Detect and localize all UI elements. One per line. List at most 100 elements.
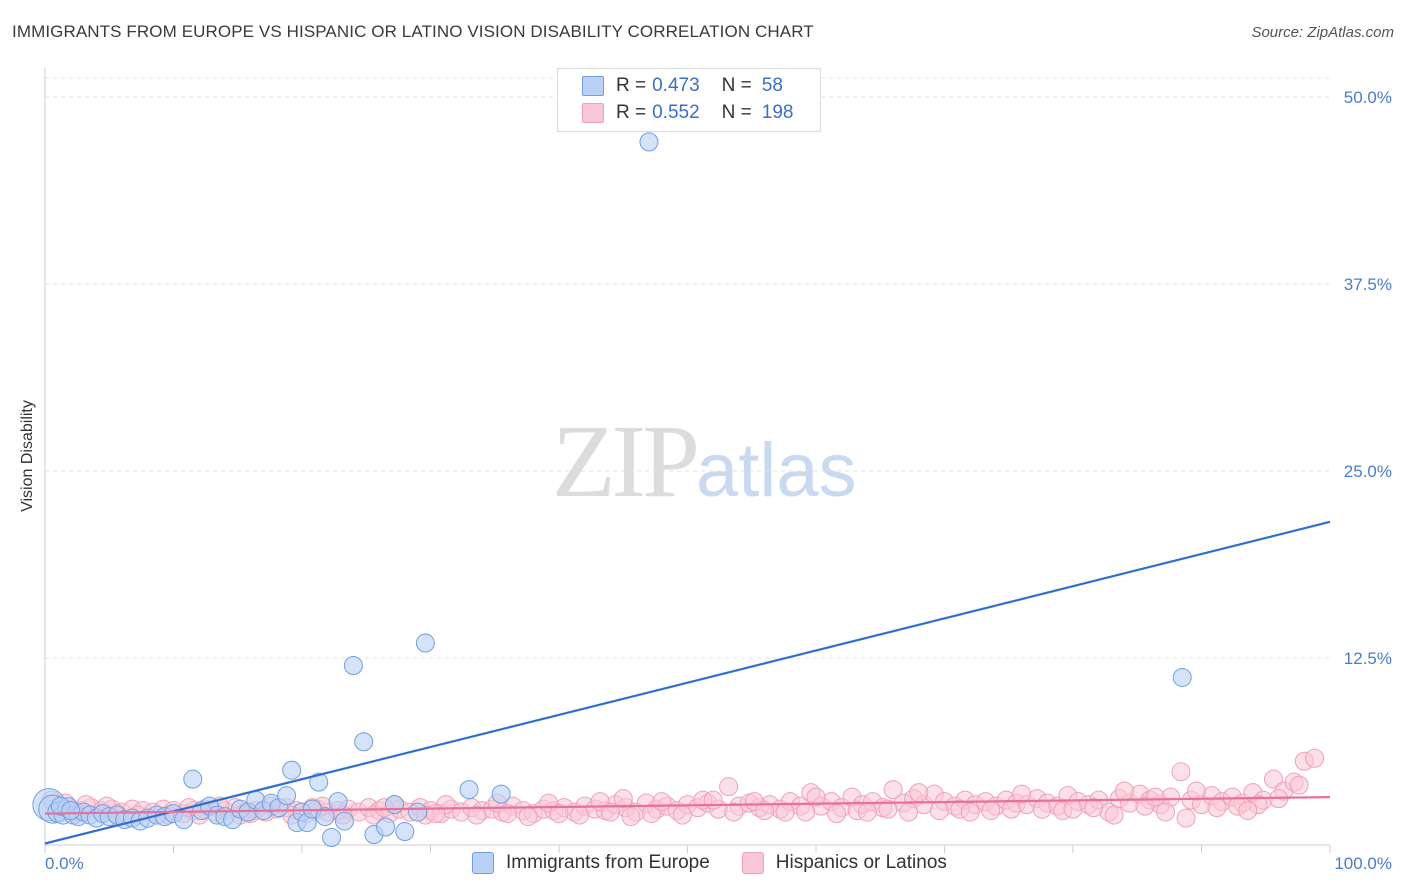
hispanic-point	[909, 783, 929, 803]
hispanic-point	[426, 804, 446, 824]
hispanic-point	[719, 777, 739, 797]
legend-item-label: Hispanics or Latinos	[775, 852, 947, 873]
hispanic-point	[1207, 798, 1227, 818]
hispanic-point	[1114, 781, 1134, 801]
x-tick-label: 0.0%	[45, 854, 84, 873]
europe-point	[354, 732, 374, 752]
hispanic-point	[1171, 762, 1191, 782]
europe-legend-swatch	[472, 852, 494, 874]
legend-row-hispanic: R = 0.552 N = 198	[582, 101, 793, 125]
hispanic-point	[1176, 808, 1196, 828]
hispanic-point	[796, 802, 816, 822]
hispanic-point	[1012, 784, 1032, 804]
hispanic-point	[981, 801, 1001, 821]
europe-point	[322, 828, 342, 848]
stats-legend: R = 0.473 N = 58 R = 0.552 N = 198	[557, 68, 821, 132]
hispanic-point	[806, 787, 826, 807]
hispanic-point	[613, 789, 633, 809]
hispanic-point	[724, 802, 744, 822]
legend-item-label: Immigrants from Europe	[506, 852, 710, 873]
europe-point	[309, 772, 329, 792]
axes	[44, 68, 1331, 853]
hispanic-point	[1186, 781, 1206, 801]
europe-point	[408, 802, 428, 822]
hispanic-point	[703, 790, 723, 810]
legend-r-label: R =	[616, 102, 647, 123]
y-tick-label: 37.5%	[1344, 275, 1392, 294]
hispanic-point	[1238, 801, 1258, 821]
hispanic-point	[1156, 802, 1176, 822]
tick-labels: 12.5% 25.0% 37.5% 50.0% 0.0% 100.0%	[45, 88, 1392, 873]
europe-trend-line	[44, 520, 1331, 845]
hispanic-point	[518, 807, 538, 827]
hispanic-point	[1084, 798, 1104, 818]
hispanic-point	[755, 801, 775, 821]
hispanic-point	[621, 807, 641, 827]
europe-point	[328, 792, 348, 812]
hispanic-point	[929, 801, 949, 821]
y-tick-label: 25.0%	[1344, 462, 1392, 481]
bottom-legend: Immigrants from Europe Hispanics or Lati…	[472, 852, 979, 874]
europe-point	[334, 811, 354, 831]
source-label: Source: ZipAtlas.com	[1251, 24, 1394, 41]
hispanic-point	[883, 780, 903, 800]
hispanic-point	[899, 802, 919, 822]
trend-lines	[44, 520, 1331, 845]
europe-point	[395, 822, 415, 842]
hispanic-point	[1305, 748, 1325, 768]
hispanic-trend-line	[44, 796, 1331, 815]
legend-r-value: 0.473	[652, 75, 700, 96]
hispanic-point	[1063, 799, 1083, 819]
europe-point	[639, 132, 659, 152]
hispanic-point	[878, 799, 898, 819]
europe-point	[385, 795, 405, 815]
chart-title: IMMIGRANTS FROM EUROPE VS HISPANIC OR LA…	[12, 22, 814, 41]
europe-swatch	[582, 76, 604, 96]
legend-r-value: 0.552	[652, 102, 700, 123]
europe-points	[32, 132, 1192, 848]
hispanic-point	[827, 804, 847, 824]
legend-n-value: 198	[761, 102, 794, 123]
x-tick-label: 100.0%	[1334, 854, 1392, 873]
europe-point	[315, 807, 335, 827]
y-tick-label: 12.5%	[1344, 649, 1392, 668]
hispanic-point	[549, 804, 569, 824]
y-axis-label: Vision Disability	[19, 400, 36, 512]
legend-item-hispanic[interactable]: Hispanics or Latinos	[741, 852, 947, 874]
hispanic-point	[775, 802, 795, 822]
europe-point	[1172, 667, 1192, 687]
hispanic-point	[1104, 805, 1124, 825]
legend-r-label: R =	[616, 75, 647, 96]
hispanic-point	[652, 792, 672, 812]
hispanic-point	[672, 805, 692, 825]
legend-n-label: N =	[721, 102, 752, 123]
hispanic-point	[570, 805, 590, 825]
legend-item-europe[interactable]: Immigrants from Europe	[472, 852, 710, 874]
hispanic-point	[960, 802, 980, 822]
hispanic-point	[1145, 787, 1165, 807]
europe-point	[343, 655, 363, 675]
europe-point	[376, 817, 396, 837]
legend-row-europe: R = 0.473 N = 58	[582, 74, 783, 98]
europe-point	[174, 810, 194, 830]
europe-point	[415, 633, 435, 653]
hispanic-swatch	[582, 103, 604, 123]
legend-n-value: 58	[761, 75, 783, 96]
hispanic-point	[857, 802, 877, 822]
hispanic-point	[1289, 775, 1309, 795]
europe-point	[491, 784, 511, 804]
hispanic-point	[467, 805, 487, 825]
watermark-zip: ZIP	[552, 404, 700, 519]
europe-point	[183, 769, 203, 789]
hispanic-point	[498, 804, 518, 824]
hispanic-point	[1032, 799, 1052, 819]
europe-point	[282, 760, 302, 780]
y-tick-label: 50.0%	[1344, 88, 1392, 107]
hispanic-point	[1001, 799, 1021, 819]
europe-point	[459, 780, 479, 800]
hispanic-legend-swatch	[741, 852, 764, 874]
europe-point	[61, 801, 81, 821]
europe-point	[277, 786, 297, 806]
hispanic-point	[600, 802, 620, 822]
